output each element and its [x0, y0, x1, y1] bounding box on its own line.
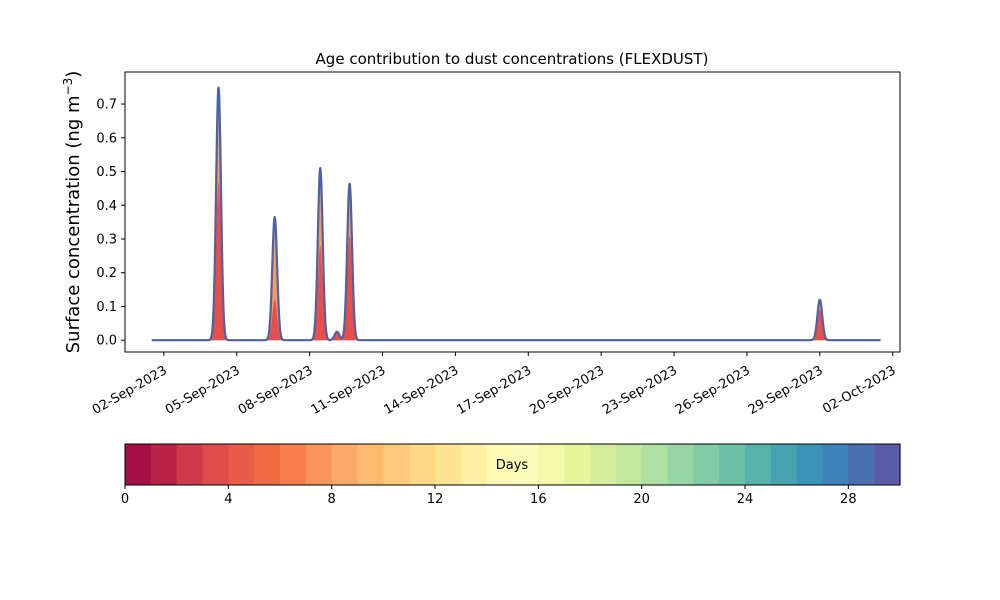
- colorbar-segment: [848, 444, 875, 485]
- y-tick-label: 0.1: [96, 300, 117, 315]
- colorbar-segment: [305, 444, 333, 485]
- x-tick-label: 05-Sep-2023: [163, 363, 243, 418]
- colorbar-label: Days: [496, 458, 529, 473]
- chart-title: Age contribution to dust concentrations …: [316, 50, 709, 68]
- x-tick-label: 02-Sep-2023: [90, 363, 170, 418]
- x-tick-label: 17-Sep-2023: [454, 363, 534, 418]
- colorbar-segment: [822, 444, 849, 485]
- colorbar-segment: [770, 444, 798, 485]
- young-age-area: [151, 181, 881, 341]
- colorbar-segment: [383, 444, 410, 485]
- total-concentration-line: [151, 86, 882, 342]
- colorbar-segment: [460, 444, 488, 485]
- colorbar-segment: [409, 444, 436, 485]
- colorbar-segment: [745, 444, 772, 485]
- x-axis: 02-Sep-202305-Sep-202308-Sep-202311-Sep-…: [90, 352, 899, 418]
- colorbar-tick-label: 12: [427, 492, 444, 507]
- y-axis: 0.0 0.1 0.2 0.3 0.4 0.5 0.6 0.7: [96, 98, 125, 349]
- colorbar-segment: [615, 444, 643, 485]
- colorbar-segment: [435, 444, 462, 485]
- y-tick-label: 0.7: [96, 98, 117, 113]
- colorbar-tick-label: 8: [328, 492, 336, 507]
- colorbar-tick-label: 24: [737, 492, 754, 507]
- colorbar-segment: [331, 444, 359, 485]
- mid-age-area: [151, 95, 881, 341]
- y-axis-label: Surface concentration (ng m−3): [61, 71, 84, 354]
- colorbar-segment: [150, 444, 178, 485]
- x-tick-label: 26-Sep-2023: [673, 363, 753, 418]
- colorbar-segment: [280, 444, 307, 485]
- x-tick-label: 08-Sep-2023: [236, 363, 316, 418]
- colorbar-tick-label: 28: [840, 492, 857, 507]
- x-tick-label: 14-Sep-2023: [381, 363, 461, 418]
- colorbar-segment: [693, 444, 720, 485]
- y-tick-label: 0.2: [96, 266, 117, 281]
- colorbar-segment: [176, 444, 204, 485]
- x-tick-label: 23-Sep-2023: [600, 363, 680, 418]
- colorbar-segment: [125, 444, 152, 485]
- colorbar-segment: [874, 444, 901, 485]
- colorbar-tick-label: 4: [224, 492, 232, 507]
- y-axis-label-superscript: −3: [61, 78, 75, 96]
- colorbar-segment: [667, 444, 694, 485]
- colorbar-axis: 0 4 8 12 16 20 24 28: [121, 485, 857, 507]
- colorbar-segment: [228, 444, 255, 485]
- y-axis-label-close: ): [63, 71, 84, 78]
- colorbar: [125, 444, 901, 485]
- y-tick-label: 0.3: [96, 232, 117, 247]
- y-tick-label: 0.6: [96, 131, 117, 146]
- y-tick-label: 0.0: [96, 334, 117, 349]
- colorbar-segment: [564, 444, 591, 485]
- colorbar-segment: [538, 444, 565, 485]
- colorbar-segment: [796, 444, 824, 485]
- colorbar-frame: [124, 443, 901, 486]
- colorbar-segment: [641, 444, 669, 485]
- colorbar-segment: [512, 444, 539, 485]
- y-tick-label: 0.5: [96, 165, 117, 180]
- colorbar-tick-label: 0: [121, 492, 129, 507]
- colorbar-segment: [357, 444, 384, 485]
- x-tick-label: 11-Sep-2023: [309, 363, 389, 418]
- colorbar-segment: [590, 444, 617, 485]
- x-tick-label: 20-Sep-2023: [527, 363, 607, 418]
- colorbar-segment: [202, 444, 229, 485]
- x-tick-label: 02-Oct-2023: [820, 363, 898, 417]
- colorbar-segment: [486, 444, 514, 485]
- colorbar-segment: [254, 444, 281, 485]
- y-tick-label: 0.4: [96, 199, 117, 214]
- plot-frame: [124, 71, 901, 353]
- x-tick-label: 29-Sep-2023: [746, 363, 826, 418]
- colorbar-segment: [719, 444, 746, 485]
- plot-area: [151, 86, 882, 342]
- colorbar-tick-label: 20: [633, 492, 650, 507]
- colorbar-tick-label: 16: [530, 492, 547, 507]
